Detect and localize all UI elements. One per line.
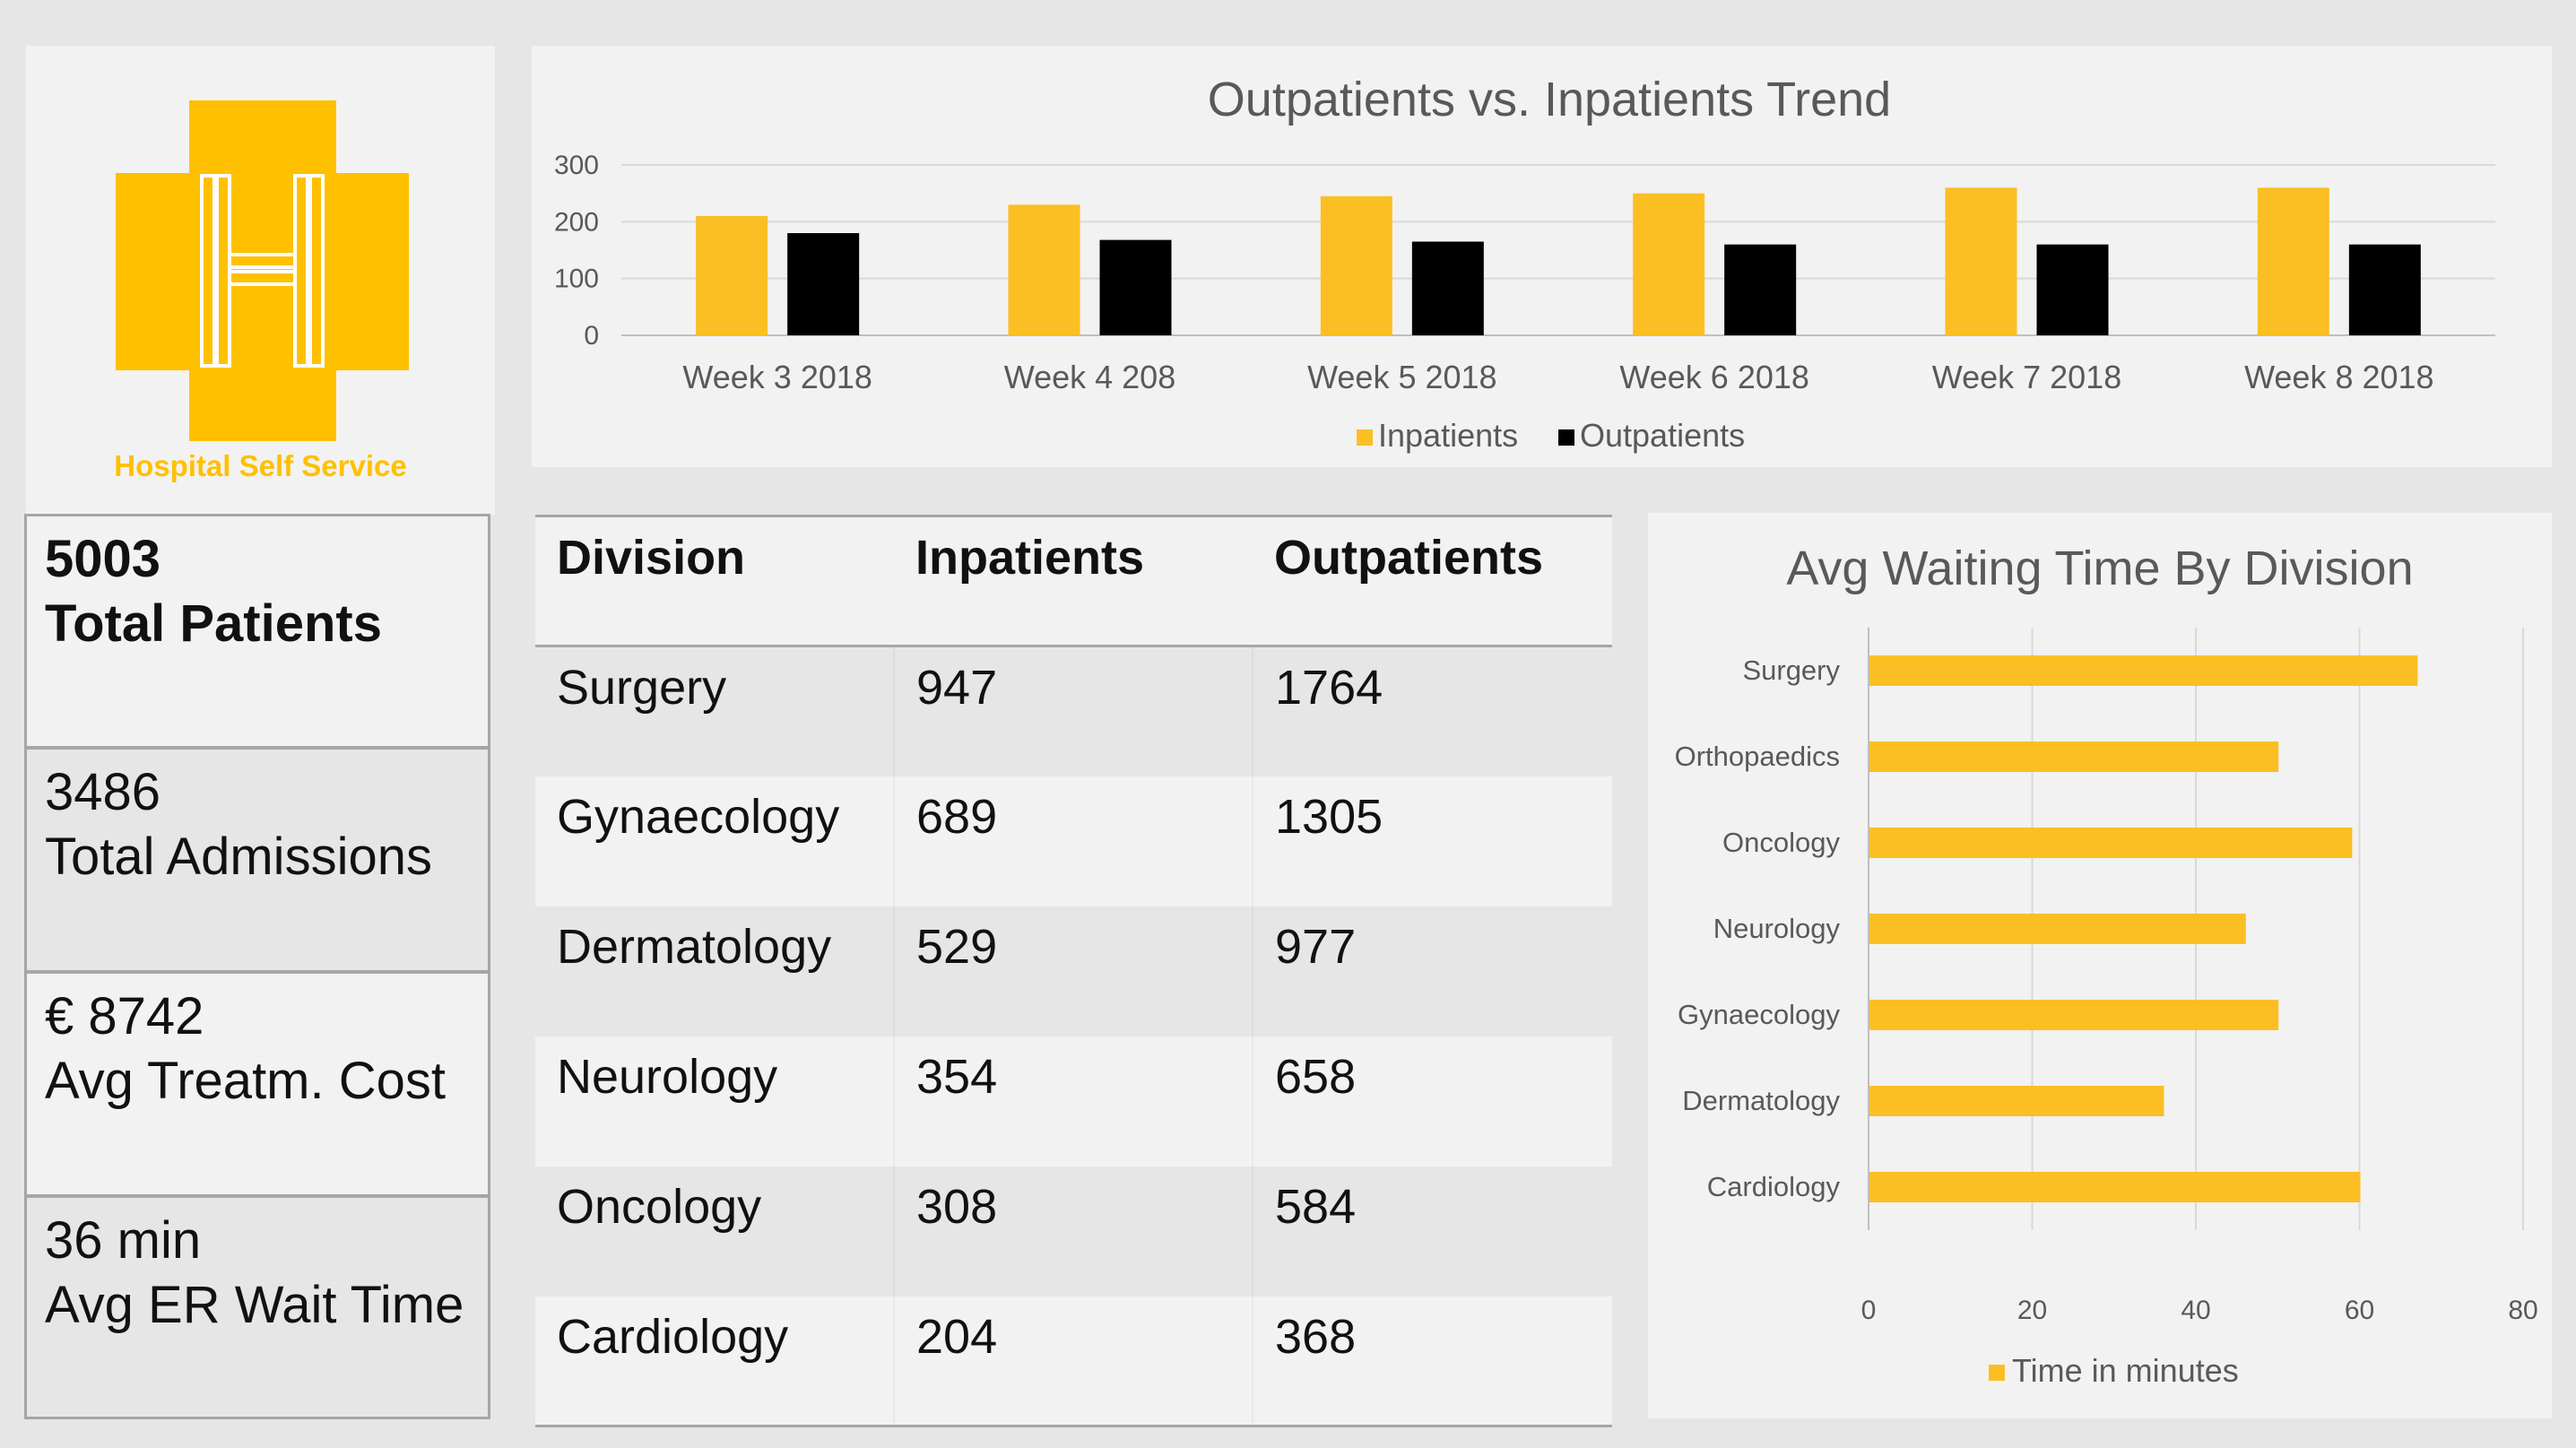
cell-division: Dermatology xyxy=(535,906,894,1036)
y-tick-label: 300 xyxy=(554,151,599,180)
bar-outpatients xyxy=(787,233,860,335)
legend-swatch-time xyxy=(1989,1365,2005,1381)
kpi-label: Total Patients xyxy=(45,594,382,653)
x-tick-label: Week 3 2018 xyxy=(682,359,872,395)
bar-wait-time xyxy=(1869,741,2279,772)
cell-division: Cardiology xyxy=(535,1296,894,1426)
legend-label: Time in minutes xyxy=(2012,1352,2239,1389)
table-row: Cardiology 204 368 xyxy=(535,1296,1612,1426)
y-tick-label: Gynaecology xyxy=(1678,999,1840,1030)
cell-inpatients: 947 xyxy=(893,646,1253,776)
cell-outpatients: 658 xyxy=(1252,1036,1612,1166)
kpi-value: 5003 xyxy=(45,530,161,588)
table-row: Surgery 947 1764 xyxy=(535,646,1612,776)
hospital-cross-logo-icon xyxy=(116,100,409,441)
x-tick-label: 80 xyxy=(2508,1296,2537,1325)
division-table: Division Inpatients Outpatients Surgery … xyxy=(535,515,1612,1427)
bar-inpatients xyxy=(1320,195,1392,335)
bar-outpatients xyxy=(1411,241,1484,335)
y-tick-label: Oncology xyxy=(1722,827,1840,858)
bar-inpatients xyxy=(1008,204,1080,335)
kpi-avg-treatment-cost: € 8742 Avg Treatm. Cost xyxy=(24,971,490,1197)
bar-outpatients xyxy=(2348,244,2421,335)
cell-inpatients: 529 xyxy=(893,906,1253,1036)
bar-wait-time xyxy=(1869,914,2246,944)
bar-wait-time xyxy=(1869,655,2418,686)
kpi-avg-er-wait-time: 36 min Avg ER Wait Time xyxy=(24,1195,490,1419)
bar-wait-time xyxy=(1869,1086,2164,1116)
cell-outpatients: 1764 xyxy=(1252,646,1612,776)
cell-division: Oncology xyxy=(535,1166,894,1296)
x-tick-label: 60 xyxy=(2345,1296,2374,1325)
x-tick-label: 40 xyxy=(2181,1296,2210,1325)
x-tick-label: 20 xyxy=(2017,1296,2047,1325)
logo-caption: Hospital Self Service xyxy=(114,449,407,482)
kpi-label: Total Admissions xyxy=(45,828,432,886)
cell-division: Gynaecology xyxy=(535,776,894,906)
kpi-value: € 8742 xyxy=(45,987,204,1045)
wait-time-chart: Avg Waiting Time By Division 0 20 40 60 80 Sur… xyxy=(1675,542,2538,1389)
cell-division: Neurology xyxy=(535,1036,894,1166)
legend-label: Outpatients xyxy=(1580,417,1745,454)
y-tick-label: Dermatology xyxy=(1682,1085,1840,1116)
legend-swatch-outpatients xyxy=(1558,429,1574,446)
cell-outpatients: 584 xyxy=(1252,1166,1612,1296)
y-tick-label: Neurology xyxy=(1713,913,1841,944)
x-tick-label: 0 xyxy=(1861,1296,1877,1325)
table-row: Neurology 354 658 xyxy=(535,1036,1612,1166)
cell-division: Surgery xyxy=(535,646,894,776)
wait-time-chart-panel: Avg Waiting Time By Division 0 20 40 60 80 Sur… xyxy=(1648,513,2552,1418)
cell-outpatients: 977 xyxy=(1252,906,1612,1036)
bar-wait-time xyxy=(1869,1172,2361,1202)
y-tick-label: 100 xyxy=(554,264,599,294)
y-tick-label: Surgery xyxy=(1742,655,1840,686)
y-tick-label: Orthopaedics xyxy=(1675,741,1840,772)
cell-inpatients: 204 xyxy=(893,1296,1253,1426)
y-tick-label: 0 xyxy=(584,321,599,351)
header-division: Division xyxy=(535,516,894,647)
table-row: Dermatology 529 977 xyxy=(535,906,1612,1036)
cell-outpatients: 368 xyxy=(1252,1296,1612,1426)
y-tick-label: Cardiology xyxy=(1707,1171,1841,1202)
x-tick-label: Week 4 208 xyxy=(1004,359,1175,395)
header-outpatients: Outpatients xyxy=(1253,516,1612,647)
table-row: Gynaecology 689 1305 xyxy=(535,776,1612,906)
bar-inpatients xyxy=(696,216,768,335)
cell-inpatients: 308 xyxy=(893,1166,1253,1296)
bar-inpatients xyxy=(2257,187,2329,335)
kpi-total-admissions: 3486 Total Admissions xyxy=(24,747,490,973)
cell-outpatients: 1305 xyxy=(1252,776,1612,906)
kpi-label: Avg ER Wait Time xyxy=(45,1276,464,1334)
bar-outpatients xyxy=(1724,244,1797,335)
chart-title: Avg Waiting Time By Division xyxy=(1786,542,2413,595)
logo-panel: Hospital Self Service xyxy=(26,46,495,515)
bar-wait-time xyxy=(1869,828,2353,858)
bar-inpatients xyxy=(1633,193,1705,335)
y-tick-label: 200 xyxy=(554,207,599,237)
trend-chart-panel: Outpatients vs. Inpatients Trend 0 100 200 3… xyxy=(532,46,2552,467)
header-inpatients: Inpatients xyxy=(894,516,1253,647)
kpi-value: 3486 xyxy=(45,763,161,821)
kpi-total-patients: 5003 Total Patients xyxy=(24,514,490,749)
legend-swatch-inpatients xyxy=(1357,429,1373,446)
trend-chart: Outpatients vs. Inpatients Trend 0 100 200 3… xyxy=(554,73,2495,454)
bar-inpatients xyxy=(1945,187,2017,335)
bar-outpatients xyxy=(2036,244,2109,335)
kpi-value: 36 min xyxy=(45,1211,202,1270)
x-tick-label: Week 6 2018 xyxy=(1619,359,1808,395)
table-row: Oncology 308 584 xyxy=(535,1166,1612,1296)
x-tick-label: Week 8 2018 xyxy=(2244,359,2433,395)
x-tick-label: Week 5 2018 xyxy=(1307,359,1496,395)
legend-label: Inpatients xyxy=(1378,417,1518,454)
kpi-label: Avg Treatm. Cost xyxy=(45,1052,446,1110)
bar-outpatients xyxy=(1099,239,1172,335)
x-tick-label: Week 7 2018 xyxy=(1932,359,2121,395)
cell-inpatients: 354 xyxy=(893,1036,1253,1166)
bar-wait-time xyxy=(1869,1000,2279,1030)
chart-title: Outpatients vs. Inpatients Trend xyxy=(1208,73,1891,126)
cell-inpatients: 689 xyxy=(893,776,1253,906)
table-header-row: Division Inpatients Outpatients xyxy=(535,516,1612,647)
